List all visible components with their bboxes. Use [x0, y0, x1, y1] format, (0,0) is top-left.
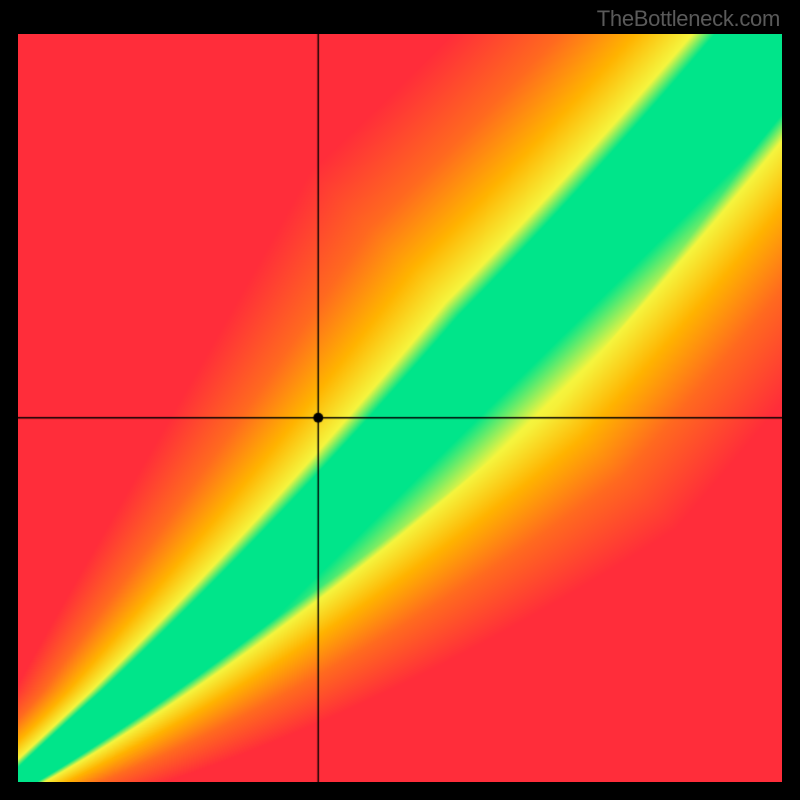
watermark-text: TheBottleneck.com [597, 6, 780, 32]
bottleneck-heatmap [18, 34, 782, 782]
chart-container: { "watermark": { "text": "TheBottleneck.… [0, 0, 800, 800]
